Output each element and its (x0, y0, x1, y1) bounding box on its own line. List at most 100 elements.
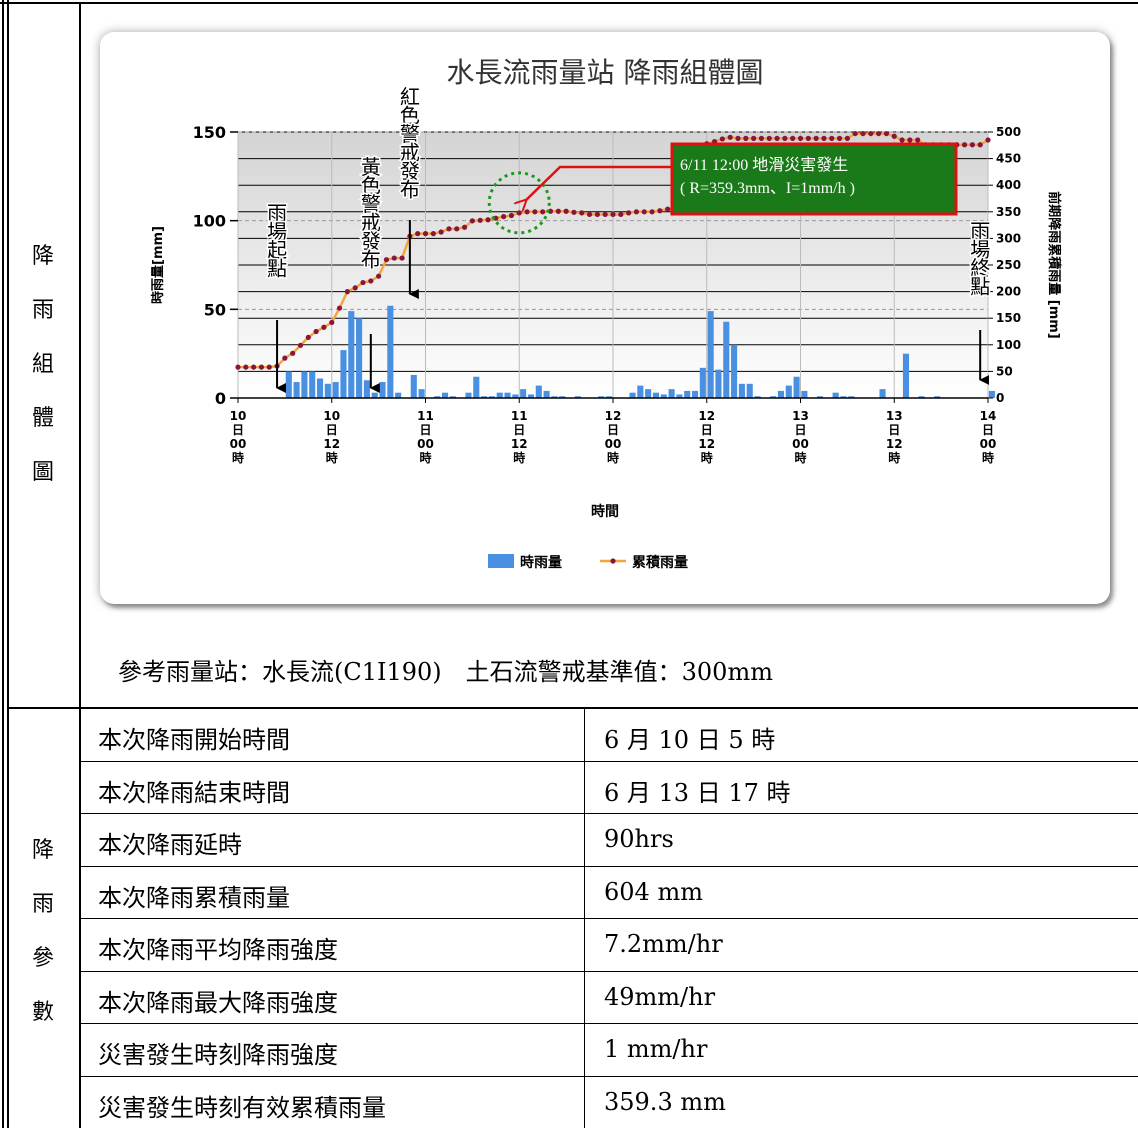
x-tick-label: 時 (888, 450, 900, 465)
annotation-char: 布 (400, 178, 420, 202)
x-tick-label: 11 (417, 409, 434, 423)
cumulative-point (985, 137, 991, 143)
rain-bar (934, 396, 941, 398)
y-tick-label: 50 (204, 300, 226, 319)
table-row-divider (80, 971, 1138, 972)
cumulative-point (516, 210, 522, 216)
x-tick-label: 日 (888, 423, 900, 437)
x-tick-label: 時 (607, 450, 619, 465)
cumulative-point (758, 135, 765, 141)
cumulative-point (579, 210, 585, 216)
rain-bar (293, 382, 300, 398)
y2-tick-label: 200 (996, 285, 1021, 299)
rain-bar (731, 344, 738, 398)
rain-bar (324, 383, 331, 398)
rain-bar (504, 392, 511, 398)
rain-bar (606, 396, 613, 398)
x-tick-label: 日 (419, 423, 431, 437)
rain-bar (481, 396, 488, 398)
rain-bar (988, 390, 995, 398)
cumulative-point (657, 208, 663, 214)
cumulative-point (493, 215, 499, 221)
cumulative-point (376, 273, 382, 279)
annotation-char: 戒 (400, 141, 420, 165)
cumulative-point (454, 226, 460, 232)
cumulative-point (969, 142, 975, 148)
rain-bar (410, 374, 417, 398)
param-label: 本次降雨結束時間 (98, 778, 290, 807)
cumulative-point (594, 211, 600, 218)
rain-bar (316, 378, 324, 398)
cumulative-point (313, 328, 319, 335)
cumulative-point (813, 135, 819, 141)
annotation-char: 場 (267, 220, 287, 244)
rain-bar (793, 376, 800, 398)
cumulative-point (766, 135, 772, 141)
y2-tick-label: 50 (996, 364, 1013, 378)
param-label: 本次降雨開始時間 (98, 726, 290, 754)
chart-title: 水長流雨量站 降雨組體圖 (447, 56, 764, 89)
rain-bar (691, 390, 699, 398)
rain-bar (848, 396, 855, 398)
y-tick-label: 100 (193, 212, 226, 231)
y2-tick-label: 300 (996, 231, 1021, 245)
table-column-divider (584, 708, 585, 1128)
table-row-divider (80, 1023, 1138, 1024)
rain-bar (637, 385, 644, 398)
annotation-char: 雨 (970, 219, 990, 243)
cumulative-point (883, 130, 890, 137)
cumulative-point (446, 226, 452, 232)
cumulative-point (383, 257, 390, 263)
cumulative-point (836, 135, 843, 141)
cumulative-point (829, 135, 835, 141)
cumulative-point (336, 305, 343, 311)
x-tick-label: 日 (701, 423, 713, 437)
cumulative-point (961, 142, 968, 148)
cumulative-point (352, 285, 358, 291)
legend-label-line: 累積雨量 (632, 554, 688, 571)
rain-bar (645, 389, 652, 398)
rain-bar (543, 390, 550, 398)
rain-bar (832, 392, 839, 398)
x-tick-label: 12 (698, 409, 715, 423)
param-value: 6 月 10 日 5 時 (604, 726, 776, 754)
y-tick-label: 150 (193, 123, 226, 142)
rain-bar (449, 396, 456, 398)
x-tick-label: 日 (513, 423, 525, 437)
y2-tick-label: 0 (996, 391, 1004, 405)
rain-bar (395, 392, 402, 398)
cumulative-point (235, 364, 241, 370)
rain-bar (738, 383, 745, 398)
table-row-divider (80, 813, 1138, 814)
y2-tick-label: 100 (996, 338, 1021, 352)
rain-bar (551, 396, 558, 398)
rain-bar (699, 367, 706, 398)
chart-section-label: 降雨組體圖 (31, 244, 54, 485)
annotation-char: 點 (267, 257, 287, 281)
table-row-divider (80, 866, 1138, 867)
outer-border-left-2 (7, 0, 9, 1128)
param-label: 災害發生時刻有效累積雨量 (98, 1093, 386, 1122)
cumulative-point (618, 211, 624, 218)
rain-bar (379, 382, 386, 398)
x-tick-label: 13 (886, 409, 903, 423)
rain-bar (598, 396, 605, 398)
param-value: 7.2mm/hr (604, 930, 723, 958)
param-value: 1 mm/hr (604, 1035, 708, 1063)
cumulative-point (626, 210, 632, 216)
annotation-char: 色 (361, 174, 381, 198)
callout-box (670, 142, 958, 216)
x-tick-label: 日 (982, 423, 994, 437)
param-value: 90hrs (604, 825, 674, 853)
y2-axis-title: 前期降雨累積雨量 [mm] (1046, 191, 1062, 339)
cumulative-point (501, 213, 507, 220)
annotation-char: 色 (400, 104, 420, 128)
x-tick-label: 時 (701, 450, 713, 465)
annotation-char: 點 (970, 275, 990, 299)
params-section-label: 降雨參數 (31, 838, 54, 1025)
cumulative-point (243, 364, 249, 370)
rain-bar (371, 392, 378, 398)
callout-circle (487, 171, 551, 235)
y2-tick-label: 400 (996, 178, 1021, 192)
